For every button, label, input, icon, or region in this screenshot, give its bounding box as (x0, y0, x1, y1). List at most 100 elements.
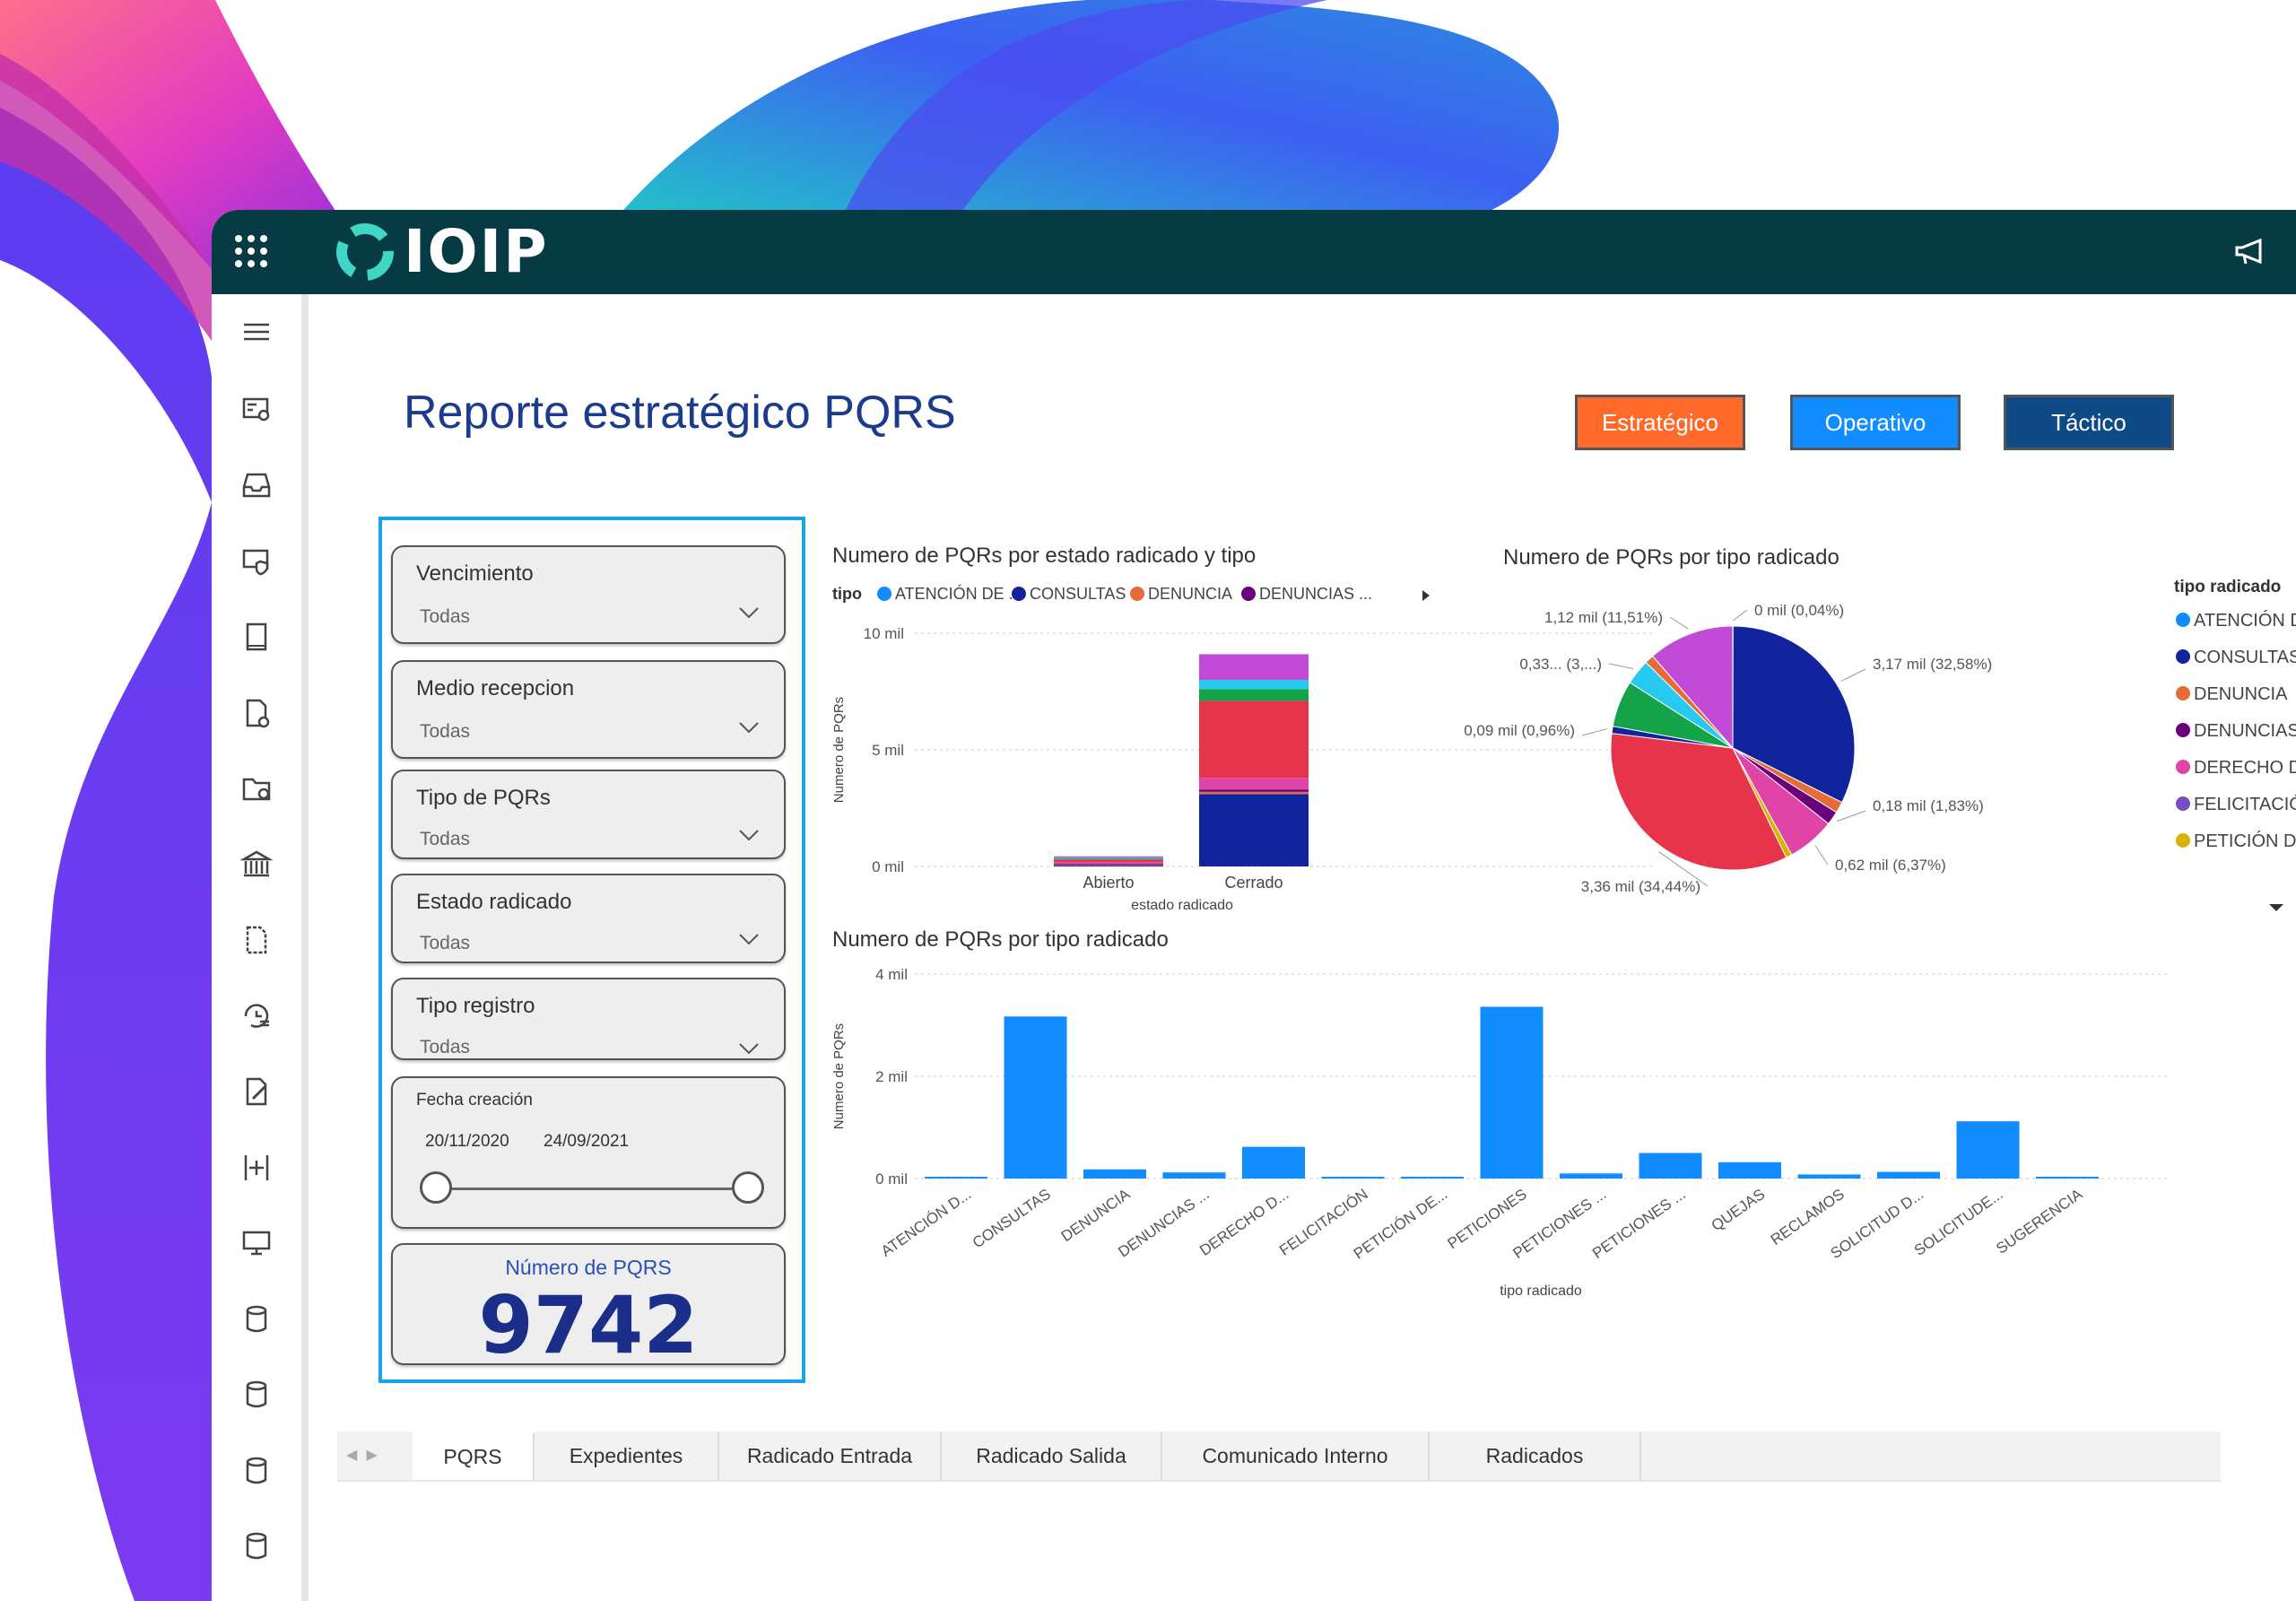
bar (1162, 1172, 1226, 1179)
pie-leader-line (1840, 668, 1866, 682)
chevron-down-icon[interactable] (739, 829, 759, 841)
logo-text: IOIP (404, 217, 549, 286)
transfer-icon[interactable] (239, 1150, 274, 1186)
sidebar (212, 294, 309, 1601)
filter-vencimiento[interactable]: Vencimiento Todas (391, 545, 786, 644)
x-tick-label: Cerrado (1224, 874, 1283, 892)
page-nav-arrows-icon[interactable]: ◀ ▶ (346, 1446, 378, 1463)
chevron-down-icon[interactable] (739, 1042, 759, 1055)
estrategico-button[interactable]: Estratégico (1575, 395, 1745, 450)
filter-value: Todas (420, 933, 471, 953)
chevron-down-icon[interactable] (739, 721, 759, 734)
app-launcher-icon[interactable] (235, 235, 267, 267)
database-icon[interactable] (239, 1301, 274, 1337)
page-tab-expedientes[interactable]: Expedientes (535, 1431, 719, 1480)
pie-leader-line (1608, 663, 1634, 669)
logo: IOIP (334, 221, 549, 283)
tactico-button[interactable]: Táctico (2004, 395, 2174, 450)
stacked-bar-segment (1054, 863, 1163, 865)
pie-data-label: 0,33... (3,...) (1519, 656, 1602, 673)
megaphone-icon[interactable] (2233, 237, 2269, 267)
x-tick-label: QUEJAS (1709, 1186, 1769, 1235)
page-tab-pqrs[interactable]: PQRS (413, 1431, 535, 1480)
x-tick-label: RECLAMOS (1768, 1186, 1848, 1249)
pie-leader-line (1732, 609, 1748, 622)
operativo-button[interactable]: Operativo (1790, 395, 1961, 450)
legend-marker (1012, 587, 1026, 601)
charts-canvas: tipo ATENCIÓN DE ... CONSULTAS DENUNCIA DENU… (831, 578, 2296, 1299)
monitor-icon[interactable] (239, 1225, 274, 1261)
file-gear-icon[interactable] (239, 695, 274, 731)
page-tab-radicado-salida[interactable]: Radicado Salida (942, 1431, 1162, 1480)
pie-chart-title: Numero de PQRs por tipo radicado (1503, 545, 1839, 570)
chevron-down-icon[interactable] (739, 606, 759, 619)
legend-entry: PETICIÓN DE AUT... (2194, 831, 2296, 851)
legend-entry: FELICITACIÓN (2194, 794, 2296, 814)
edit-document-icon[interactable] (239, 1074, 274, 1109)
filter-estado-radicado[interactable]: Estado radicado Todas (391, 874, 786, 963)
x-tick-label: CONSULTAS (970, 1186, 1054, 1252)
kpi-label: Número de PQRS (505, 1256, 672, 1279)
menu-icon[interactable] (239, 316, 274, 352)
date-slider-start-handle[interactable] (420, 1171, 452, 1204)
inbox-icon[interactable] (239, 467, 274, 503)
pie-data-label: 0,18 mil (1,83%) (1873, 797, 1984, 814)
pie-leader-line (1581, 728, 1607, 736)
date-slider-end-handle[interactable] (732, 1171, 764, 1204)
page-tab-radicados[interactable]: Radicados (1430, 1431, 1641, 1480)
legend-marker (2176, 760, 2190, 774)
legend-marker (2176, 613, 2190, 627)
filter-value: Todas (420, 829, 471, 849)
bar (1242, 1146, 1305, 1179)
bar (1877, 1171, 1940, 1179)
filter-value: Todas (420, 721, 471, 742)
pie-data-label: 0 mil (0,04%) (1754, 602, 1844, 619)
database-icon[interactable] (239, 1528, 274, 1564)
bar (1956, 1121, 2020, 1179)
bar (925, 1177, 987, 1179)
y-tick-label: 2 mil (875, 1068, 908, 1085)
y-axis-label: Numero de PQRs (831, 697, 847, 803)
chevron-down-icon[interactable] (739, 933, 759, 945)
page-title: Reporte estratégico PQRS (404, 387, 956, 439)
stacked-bar-segment (1199, 794, 1309, 866)
page-tab-comunicado-interno[interactable]: Comunicado Interno (1162, 1431, 1430, 1480)
pie-slice (1732, 625, 1856, 804)
bank-icon[interactable] (239, 847, 274, 883)
logo-mark-icon (336, 223, 394, 281)
filter-label: Estado radicado (416, 890, 572, 914)
date-end[interactable]: 24/09/2021 (544, 1132, 630, 1151)
stacked-bar-segment (1054, 858, 1163, 860)
document-icon[interactable] (239, 922, 274, 958)
filter-tipo-pqrs[interactable]: Tipo de PQRs Todas (391, 770, 786, 859)
x-tick-label: SUGERENCIA (1993, 1185, 2086, 1257)
history-list-icon[interactable] (239, 998, 274, 1034)
date-slider-track[interactable] (438, 1188, 748, 1190)
filter-value: Todas (420, 1037, 471, 1057)
app-window: IOIP Reporte estratégico PQRS Estratégic… (212, 210, 2296, 1601)
legend-marker (2176, 723, 2190, 737)
shield-icon[interactable] (239, 544, 274, 579)
legend-next-icon[interactable] (1422, 590, 1430, 601)
legend-entry: ATENCIÓN DE ... (895, 584, 1022, 603)
page-tab-radicado-entrada[interactable]: Radicado Entrada (719, 1431, 942, 1480)
folder-gear-icon[interactable] (239, 770, 274, 806)
filter-medio-recepcion[interactable]: Medio recepcion Todas (391, 660, 786, 759)
legend-scroll-down-icon[interactable] (2269, 904, 2283, 911)
stacked-bar-segment (1199, 689, 1309, 701)
kpi-card: Número de PQRS 9742 (391, 1243, 786, 1371)
date-filter-label: Fecha creación (416, 1091, 533, 1109)
filter-tipo-registro[interactable]: Tipo registro Todas (391, 978, 786, 1060)
bar (1560, 1173, 1622, 1179)
tablet-icon[interactable] (239, 619, 274, 655)
legend-entry: DENUNCIA (1148, 585, 1232, 603)
legend-marker (2176, 833, 2190, 848)
database-icon[interactable] (239, 1453, 274, 1489)
database-icon[interactable] (239, 1377, 274, 1413)
date-start[interactable]: 20/11/2020 (425, 1132, 509, 1151)
legend-marker (1241, 587, 1256, 601)
x-tick-label: SOLICITUDE... (1911, 1186, 2006, 1259)
dashboard-icon[interactable] (239, 392, 274, 428)
x-tick-label: Abierto (1083, 874, 1134, 892)
